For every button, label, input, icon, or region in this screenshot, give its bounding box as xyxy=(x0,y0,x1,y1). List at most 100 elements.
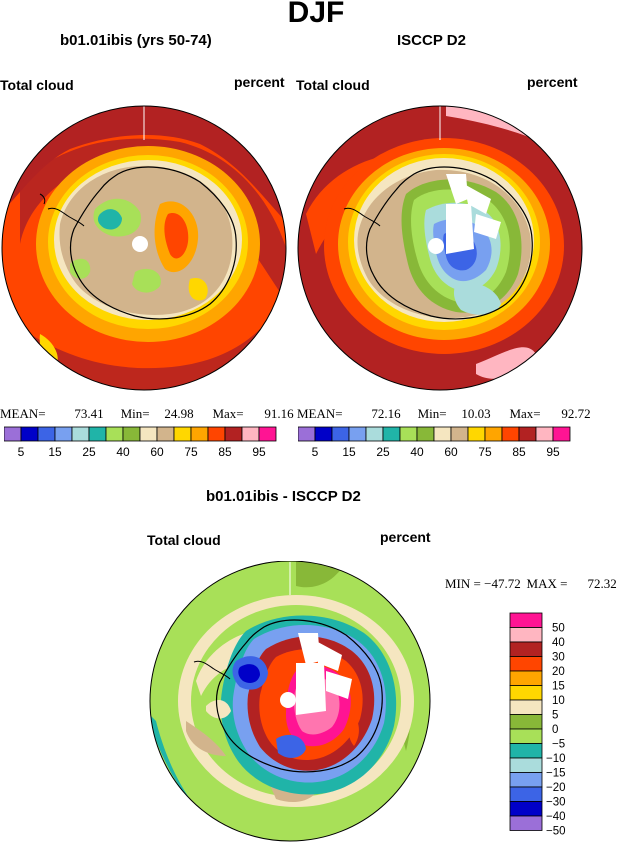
model-colorbar-swatch xyxy=(37,426,56,442)
diff-colorbar-swatch xyxy=(509,685,543,701)
model-colorbar-swatch xyxy=(224,426,243,442)
obs-stats: MEAN= 72.16 Min= 10.03 Max= 92.72 xyxy=(297,406,591,422)
obs-colorbar-tick-label: 60 xyxy=(444,445,458,459)
diff-colorbar-tick-label: −15 xyxy=(546,768,566,780)
obs-polar-map xyxy=(297,105,583,391)
model-units-label: percent xyxy=(234,74,285,90)
diff-colorbar-tick-label: −10 xyxy=(546,753,566,765)
model-min-value: 24.98 xyxy=(164,406,194,421)
model-colorbar-swatch xyxy=(258,426,277,442)
model-colorbar-swatch xyxy=(105,426,124,442)
diff-polar-map xyxy=(149,561,431,842)
diff-colorbar-tick-label: −5 xyxy=(552,739,565,751)
obs-min-label: Min= xyxy=(417,406,447,421)
model-colorbar-tick-label: 75 xyxy=(184,445,198,459)
obs-colorbar-tick-label: 15 xyxy=(342,445,356,459)
diff-colorbar-swatch xyxy=(509,656,543,672)
model-panel-title: b01.01ibis (yrs 50-74) xyxy=(60,32,212,49)
diff-colorbar-tick-label: 20 xyxy=(552,666,565,678)
obs-colorbar-swatch xyxy=(450,426,469,442)
diff-colorbar-tick-label: 0 xyxy=(552,724,558,736)
diff-colorbar-tick-label: −20 xyxy=(546,782,566,794)
diff-colorbar-tick-label: 10 xyxy=(552,695,565,707)
obs-colorbar-swatch xyxy=(348,426,367,442)
diff-max-value: 72.32 xyxy=(587,576,617,591)
model-mean-value: 73.41 xyxy=(74,406,104,421)
model-variable-label: Total cloud xyxy=(0,77,74,93)
model-mean-label: MEAN= xyxy=(0,406,46,421)
obs-colorbar-swatch xyxy=(298,426,316,442)
obs-max-value: 92.72 xyxy=(561,406,591,421)
diff-colorbar-tick-label: 50 xyxy=(552,623,565,635)
model-colorbar-tick-label: 40 xyxy=(116,445,130,459)
diff-colorbar-swatch xyxy=(509,743,543,759)
diff-colorbar-swatch xyxy=(509,786,543,802)
diff-colorbar-tick-label: 15 xyxy=(552,681,565,693)
model-polar-map xyxy=(1,105,287,391)
obs-colorbar-swatch xyxy=(484,426,503,442)
obs-colorbar-swatch xyxy=(331,426,350,442)
obs-variable-label: Total cloud xyxy=(296,77,370,93)
obs-colorbar-tick-label: 40 xyxy=(410,445,424,459)
model-colorbar-swatch xyxy=(20,426,39,442)
obs-colorbar-swatch xyxy=(552,426,571,442)
diff-stats: MIN = −47.72 MAX = 72.32 xyxy=(445,576,617,592)
model-max-label: Max= xyxy=(212,406,244,421)
diff-colorbar-tick-label: 5 xyxy=(552,710,558,722)
diff-colorbar-tick-label: −30 xyxy=(546,797,566,809)
model-colorbar-swatch xyxy=(139,426,158,442)
obs-colorbar-tick-label: 85 xyxy=(512,445,526,459)
model-colorbar-swatch xyxy=(156,426,175,442)
diff-colorbar-swatch xyxy=(509,699,543,715)
model-colorbar-swatch xyxy=(4,426,22,442)
obs-mean-value: 72.16 xyxy=(371,406,401,421)
diff-min-label: MIN = xyxy=(445,576,485,591)
model-stats: MEAN= 73.41 Min= 24.98 Max= 91.16 xyxy=(0,406,294,422)
obs-units-label: percent xyxy=(527,74,578,90)
diff-colorbar-tick-label: −50 xyxy=(546,826,566,838)
diff-colorbar-swatch xyxy=(509,772,543,788)
model-colorbar-tick-label: 25 xyxy=(82,445,96,459)
obs-colorbar-swatch xyxy=(382,426,401,442)
diff-panel-title: b01.01ibis - ISCCP D2 xyxy=(206,488,361,505)
season-title: DJF xyxy=(287,0,345,29)
obs-colorbar-tick-label: 25 xyxy=(376,445,390,459)
obs-colorbar-swatch xyxy=(535,426,554,442)
obs-colorbar-swatch xyxy=(399,426,418,442)
diff-colorbar-tick-label: −40 xyxy=(546,811,566,823)
diff-max-label: MAX = xyxy=(526,576,571,591)
diff-colorbar-swatch xyxy=(509,627,543,643)
diff-colorbar-swatch xyxy=(509,612,543,628)
model-colorbar-swatch xyxy=(88,426,107,442)
obs-colorbar-swatch xyxy=(416,426,435,442)
diff-colorbar-tick-label: 30 xyxy=(552,652,565,664)
diff-colorbar-tick-label: 40 xyxy=(552,637,565,649)
model-colorbar-tick-label: 95 xyxy=(252,445,266,459)
obs-max-label: Max= xyxy=(509,406,541,421)
diff-colorbar-swatch xyxy=(509,728,543,744)
obs-colorbar-swatch xyxy=(518,426,537,442)
diff-colorbar-swatch xyxy=(509,670,543,686)
model-colorbar-tick-label: 5 xyxy=(18,445,25,459)
obs-colorbar-tick-label: 95 xyxy=(546,445,560,459)
diff-colorbar-swatch xyxy=(509,714,543,730)
obs-panel-title: ISCCP D2 xyxy=(397,32,466,49)
model-colorbar-swatch xyxy=(54,426,73,442)
model-colorbar-swatch xyxy=(122,426,141,442)
model-colorbar-swatch xyxy=(207,426,226,442)
model-max-value: 91.16 xyxy=(264,406,294,421)
model-min-label: Min= xyxy=(120,406,150,421)
diff-colorbar-swatch xyxy=(509,641,543,657)
model-colorbar-tick-label: 85 xyxy=(218,445,232,459)
obs-colorbar-tick-label: 75 xyxy=(478,445,492,459)
obs-colorbar: 5 15 25 40 60 75 85 95 xyxy=(298,426,571,459)
obs-min-value: 10.03 xyxy=(461,406,491,421)
diff-variable-label: Total cloud xyxy=(147,532,221,548)
diff-colorbar-swatch xyxy=(509,757,543,773)
obs-colorbar-swatch xyxy=(501,426,520,442)
diff-min-value: −47.72 xyxy=(484,576,521,591)
diff-units-label: percent xyxy=(380,529,431,545)
model-colorbar-tick-label: 60 xyxy=(150,445,164,459)
obs-colorbar-swatch xyxy=(365,426,384,442)
